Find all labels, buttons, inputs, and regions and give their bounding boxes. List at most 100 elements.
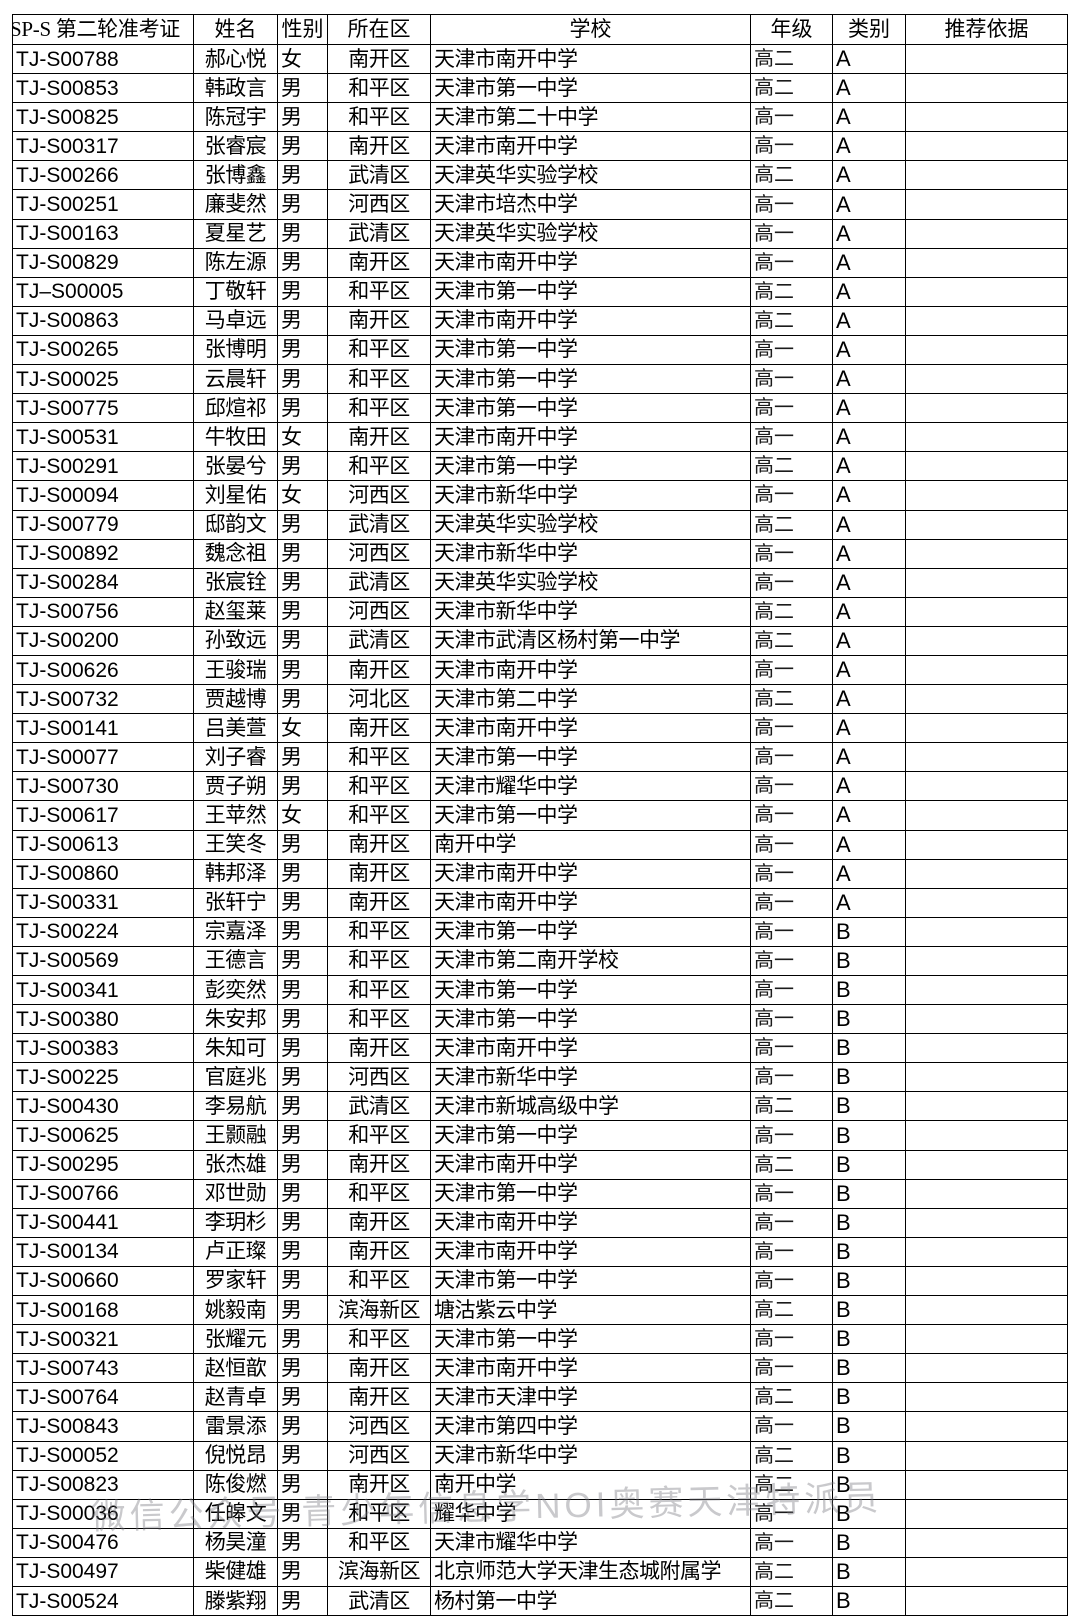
table-cell-category: B	[832, 1353, 906, 1384]
table-cell-recommendation	[905, 567, 1068, 598]
table-cell-recommendation	[905, 1149, 1068, 1180]
table-cell-name: 马卓远	[193, 305, 278, 336]
table-cell-grade: 高一	[750, 1498, 833, 1529]
table-cell-grade: 高二	[750, 625, 833, 656]
table-cell-grade: 高一	[750, 538, 833, 569]
table-row: TJ-S00430 李易航男武清区 天津市新城高级中学 高二 B	[12, 1091, 1068, 1122]
column-header-school: 学校	[430, 14, 751, 45]
table-cell-gender: 男	[277, 1004, 328, 1035]
table-cell-admission-id: TJ-S00497	[12, 1556, 194, 1587]
table-cell-school: 天津市南开中学	[430, 1207, 751, 1238]
table-cell-admission-id: TJ-S00892	[12, 538, 194, 569]
table-cell-admission-id: TJ-S00766	[12, 1178, 194, 1209]
table-cell-district: 武清区	[327, 1091, 431, 1122]
table-cell-category: B	[832, 1498, 906, 1529]
table-cell-category: A	[832, 422, 906, 453]
table-cell-district: 河西区	[327, 596, 431, 627]
table-cell-category: A	[832, 829, 906, 860]
table-cell-school: 杨村第一中学	[430, 1585, 751, 1616]
table-cell-gender: 男	[277, 1207, 328, 1238]
table-cell-gender: 男	[277, 1295, 328, 1326]
table-cell-gender: 男	[277, 1062, 328, 1093]
table-cell-school: 天津市南开中学	[430, 713, 751, 744]
table-row: TJ-S00617 王苹然女和平区 天津市第一中学 高一 A	[12, 800, 1068, 831]
table-row: TJ-S00383 朱知可男南开区 天津市南开中学 高一 B	[12, 1033, 1068, 1064]
table-cell-recommendation	[905, 73, 1068, 104]
table-cell-recommendation	[905, 887, 1068, 918]
table-cell-school: 天津市武清区杨村第一中学	[430, 625, 751, 656]
table-cell-gender: 男	[277, 1353, 328, 1384]
table-cell-recommendation	[905, 1207, 1068, 1238]
table-cell-name: 韩政言	[193, 73, 278, 104]
table-cell-district: 和平区	[327, 451, 431, 482]
table-row: TJ-S00317 张睿宸男南开区 天津市南开中学 高一 A	[12, 131, 1068, 162]
table-cell-district: 和平区	[327, 945, 431, 977]
table-cell-recommendation	[905, 364, 1068, 395]
table-cell-grade: 高二	[750, 276, 833, 307]
table-cell-grade: 高二	[750, 451, 833, 482]
column-header-name: 姓名	[193, 14, 278, 45]
table-cell-gender: 男	[277, 1585, 328, 1616]
table-cell-category: A	[832, 858, 906, 889]
table-cell-grade: 高一	[750, 102, 833, 133]
table-cell-recommendation	[905, 218, 1068, 249]
table-cell-district: 河西区	[327, 1411, 431, 1442]
table-cell-category: B	[832, 1556, 906, 1587]
column-header-district: 所在区	[327, 14, 431, 45]
table-cell-recommendation	[905, 829, 1068, 860]
table-row: TJ-S00764 赵青卓男南开区 天津市天津中学 高二 B	[12, 1382, 1068, 1413]
table-cell-grade: 高一	[750, 945, 833, 977]
table-cell-admission-id: TJ-S00284	[12, 567, 194, 598]
table-row: TJ-S00321 张耀元男和平区 天津市第一中学 高一 B	[12, 1324, 1068, 1355]
table-cell-category: B	[832, 1004, 906, 1035]
table-cell-gender: 男	[277, 509, 328, 540]
table-cell-district: 和平区	[327, 916, 431, 947]
table-header-row: SP-S 第二轮准考证 姓名 性别 所在区 学校 年级 类别 推荐依据	[12, 14, 1068, 45]
table-cell-category: B	[832, 1236, 906, 1267]
table-cell-name: 贾越博	[193, 684, 278, 715]
table-cell-category: B	[832, 1440, 906, 1471]
table-cell-admission-id: TJ-S00224	[12, 916, 194, 947]
table-cell-gender: 女	[277, 800, 328, 831]
table-cell-category: A	[832, 480, 906, 511]
table-cell-grade: 高二	[750, 1440, 833, 1471]
table-cell-grade: 高一	[750, 1033, 833, 1064]
table-cell-recommendation	[905, 1236, 1068, 1267]
table-cell-name: 贾子朔	[193, 771, 278, 802]
table-cell-category: B	[832, 1091, 906, 1122]
table-cell-gender: 男	[277, 1498, 328, 1529]
table-cell-recommendation	[905, 1004, 1068, 1035]
table-cell-category: A	[832, 684, 906, 715]
table-cell-recommendation	[905, 1469, 1068, 1500]
table-cell-gender: 男	[277, 218, 328, 249]
table-cell-school: 天津市南开中学	[430, 887, 751, 918]
table-cell-district: 河西区	[327, 1440, 431, 1471]
table-cell-admission-id: TJ-S00823	[12, 1469, 194, 1500]
table-cell-school: 天津市第一中学	[430, 451, 751, 482]
table-cell-district: 和平区	[327, 771, 431, 802]
table-row: TJ-S00730 贾子朔男和平区 天津市耀华中学 高一 A	[12, 771, 1068, 802]
table-cell-name: 邱煊祁	[193, 393, 278, 424]
table-cell-school: 天津市南开中学	[430, 305, 751, 336]
table-cell-category: B	[832, 1324, 906, 1355]
table-cell-recommendation	[905, 509, 1068, 540]
table-cell-grade: 高二	[750, 1585, 833, 1616]
table-cell-admission-id: TJ-S00756	[12, 596, 194, 627]
table-cell-admission-id: TJ-S00094	[12, 480, 194, 511]
table-cell-school: 天津市第一中学	[430, 73, 751, 104]
table-cell-grade: 高二	[750, 1149, 833, 1180]
table-cell-school: 天津市耀华中学	[430, 1527, 751, 1558]
table-cell-name: 任皞文	[193, 1498, 278, 1529]
table-cell-grade: 高二	[750, 1556, 833, 1587]
table-cell-grade: 高一	[750, 800, 833, 831]
table-cell-school: 天津市新华中学	[430, 596, 751, 627]
table-cell-school: 天津英华实验学校	[430, 509, 751, 540]
table-cell-admission-id: TJ-S00626	[12, 654, 194, 686]
table-cell-recommendation	[905, 1033, 1068, 1064]
table-cell-recommendation	[905, 596, 1068, 627]
table-cell-district: 和平区	[327, 974, 431, 1006]
table-cell-name: 王德言	[193, 945, 278, 977]
table-cell-recommendation	[905, 1353, 1068, 1384]
table-cell-district: 和平区	[327, 1265, 431, 1297]
table-row: TJ-S00476 杨昊潼男和平区 天津市耀华中学 高一 B	[12, 1527, 1068, 1558]
